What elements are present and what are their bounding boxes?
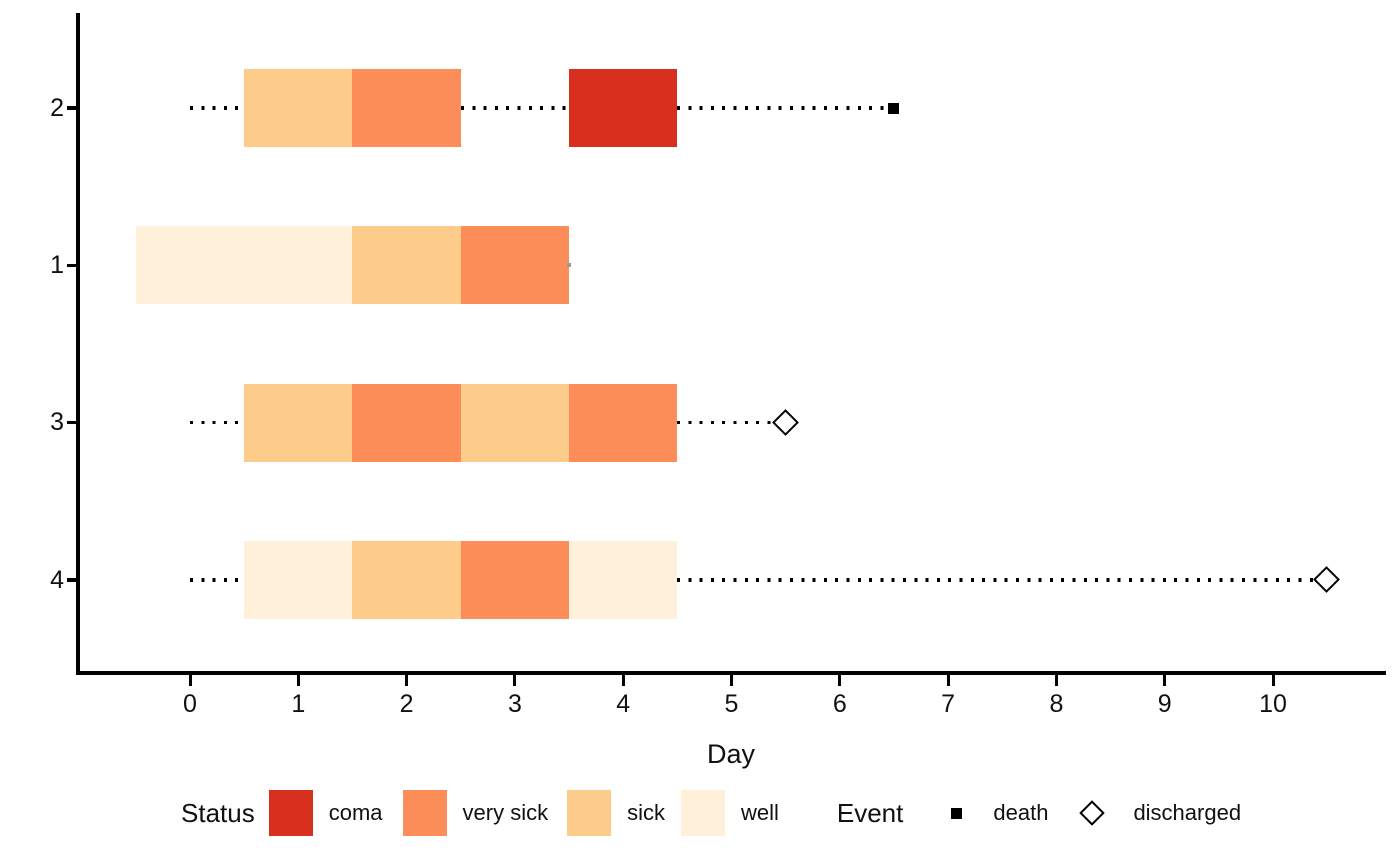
- status-tile-very-sick: [352, 383, 461, 462]
- status-tile-well: [244, 541, 353, 619]
- legend-swatch-sick: [567, 790, 612, 836]
- x-tick-label: 10: [1259, 690, 1287, 718]
- legend-label-death: death: [993, 800, 1049, 825]
- x-tick: [1163, 674, 1167, 686]
- y-axis-line: [76, 13, 80, 675]
- y-tick-label: 1: [50, 250, 64, 279]
- status-tile-sick: [460, 383, 570, 462]
- y-tick-label: 3: [50, 408, 64, 437]
- legend-swatch-very-sick: [402, 790, 447, 836]
- status-tile-sick: [244, 383, 353, 462]
- observation-gap-line: [677, 420, 779, 425]
- status-tile-coma: [569, 69, 678, 147]
- legend-swatch-coma: [268, 790, 313, 836]
- y-tick: [67, 106, 76, 110]
- legend-label-very-sick: very sick: [462, 800, 549, 825]
- filled-square-glyph: [950, 807, 962, 819]
- status-tile-sick: [352, 541, 461, 619]
- observation-gap-line: [677, 106, 886, 110]
- status-tile-sick: [352, 226, 461, 305]
- x-tick-label: 0: [183, 690, 197, 718]
- x-tick: [405, 674, 409, 686]
- discharged-marker: [771, 408, 799, 436]
- status-tile-well: [569, 541, 678, 619]
- discharged-marker: [1313, 566, 1341, 593]
- status-tile-sick: [244, 69, 353, 147]
- death-marker: [888, 102, 900, 114]
- open-diamond-glyph: [1079, 800, 1106, 826]
- status-tile-very-sick: [460, 541, 570, 619]
- x-tick-label: 5: [724, 690, 739, 718]
- x-tick-label: 8: [1049, 690, 1064, 718]
- observation-gap-line: [460, 106, 570, 110]
- y-tick: [67, 263, 76, 268]
- x-axis-title: Day: [706, 739, 755, 769]
- y-tick-label: 2: [50, 93, 64, 122]
- censor-dot: [567, 263, 572, 268]
- legend-event-title: Event: [836, 798, 904, 828]
- status-tile-very-sick: [460, 226, 570, 305]
- y-tick: [67, 420, 76, 425]
- x-axis-line: [76, 671, 1386, 675]
- x-tick-label: 3: [507, 690, 522, 718]
- x-tick: [621, 674, 625, 686]
- observation-gap-line: [190, 578, 245, 582]
- legend-label-coma: coma: [328, 800, 383, 825]
- legend-label-sick: sick: [627, 800, 665, 825]
- observation-gap-line: [190, 420, 245, 425]
- status-tile-well: [244, 226, 353, 305]
- y-tick: [67, 578, 76, 582]
- observation-gap-line: [190, 106, 245, 110]
- observation-gap-line: [677, 578, 1318, 582]
- x-tick: [513, 674, 517, 686]
- legend-label-well: well: [740, 800, 779, 825]
- x-tick: [296, 674, 300, 686]
- x-tick-label: 1: [291, 690, 306, 718]
- x-tick: [946, 674, 950, 686]
- death-marker-icon: [945, 802, 967, 824]
- status-tile-very-sick: [352, 69, 461, 147]
- y-tick-label: 4: [50, 565, 64, 594]
- x-tick: [188, 674, 192, 686]
- x-tick: [730, 674, 733, 686]
- x-tick: [1271, 674, 1275, 686]
- x-tick-label: 9: [1157, 690, 1172, 718]
- x-tick-label: 4: [616, 690, 631, 718]
- legend-status-title: Status: [181, 798, 255, 828]
- legend: Status coma very sick sick well Event death dis…: [181, 779, 1241, 847]
- legend-swatch-well: [680, 790, 725, 836]
- status-tile-well: [135, 226, 245, 305]
- x-tick: [838, 674, 842, 686]
- legend-label-discharged: discharged: [1133, 800, 1242, 825]
- x-tick-label: 6: [832, 690, 847, 718]
- discharged-marker-icon: [1079, 800, 1106, 826]
- x-tick: [1054, 674, 1058, 686]
- status-tile-very-sick: [569, 383, 678, 462]
- x-tick-label: 2: [399, 690, 414, 718]
- x-tick-label: 7: [941, 690, 956, 718]
